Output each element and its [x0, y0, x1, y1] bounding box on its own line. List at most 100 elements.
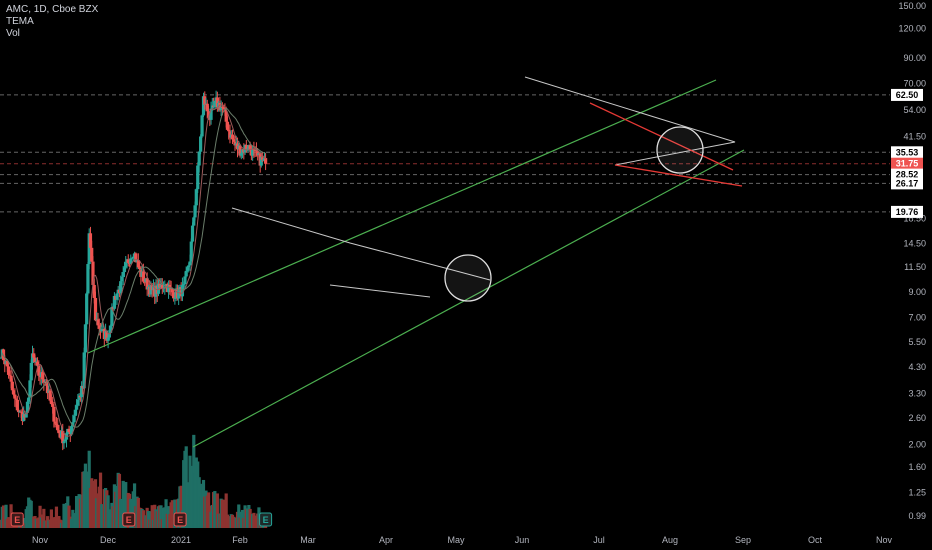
symbol-title[interactable]: AMC, 1D, Cboe BZX — [6, 4, 99, 15]
candle-body — [260, 157, 264, 161]
candle-body — [92, 284, 96, 298]
volume-bar — [75, 496, 79, 528]
candle-body — [193, 205, 197, 218]
candle-body — [106, 337, 110, 341]
earnings-marker — [173, 512, 187, 527]
candle-body — [10, 381, 14, 391]
candle-body — [72, 415, 76, 423]
candle-body — [77, 395, 81, 400]
candle-body — [246, 148, 250, 150]
candle-body — [90, 247, 94, 262]
price-tag — [891, 205, 923, 218]
candle-body — [141, 271, 145, 282]
earnings-marker-label: E — [263, 515, 269, 525]
candle-body — [52, 406, 56, 422]
candle-body — [219, 106, 223, 111]
candle-body — [228, 131, 232, 138]
channel-lower-line — [192, 149, 745, 448]
volume-bar — [257, 507, 261, 528]
volume-bar — [124, 482, 128, 528]
earnings-marker — [122, 512, 136, 527]
candle-body — [25, 401, 30, 413]
candle-body — [24, 412, 28, 418]
candle-body — [37, 365, 41, 376]
candle-body — [215, 97, 219, 108]
candle-body — [29, 362, 33, 381]
candle-body — [134, 253, 138, 263]
price-tag — [891, 88, 923, 101]
highlight-circle-aug — [656, 126, 704, 174]
earnings-marker — [10, 512, 24, 527]
candle-body — [96, 319, 100, 326]
candle-body — [180, 284, 185, 297]
candle-body — [206, 111, 211, 118]
candle-body — [56, 424, 60, 431]
volume-bar — [179, 485, 183, 528]
candle-body — [224, 111, 228, 122]
candle-body — [189, 241, 193, 262]
time-axis-label: Dec — [100, 535, 117, 545]
candle-body — [93, 297, 98, 321]
candle-body — [105, 331, 109, 341]
candle-body — [5, 360, 9, 367]
volume-bar — [54, 506, 59, 528]
price-axis-label: 4.30 — [908, 362, 926, 372]
price-axis-label: 150.00 — [898, 1, 926, 11]
candle-body — [213, 100, 217, 107]
candle-body — [200, 115, 204, 137]
candle-body — [110, 307, 114, 327]
candle-body — [264, 158, 268, 164]
volume-bar — [224, 493, 228, 528]
candle-body — [222, 107, 226, 110]
price-axis-label: 14.50 — [903, 238, 926, 248]
candle-body — [121, 272, 125, 277]
indicator-tema-label[interactable]: TEMA — [6, 16, 34, 27]
candle-body — [54, 423, 59, 425]
candle-body — [76, 399, 80, 406]
time-axis-label: Sep — [735, 535, 751, 545]
candle-body — [86, 264, 90, 294]
candle-body — [223, 109, 227, 112]
candle-body — [126, 259, 130, 263]
candle-body — [15, 399, 19, 411]
candle-body — [80, 385, 84, 398]
candle-body — [32, 353, 36, 358]
candle-body — [97, 325, 101, 329]
volume-bar — [29, 500, 33, 528]
volume-bar — [4, 504, 8, 528]
candle-body — [192, 217, 196, 226]
candle-body — [156, 283, 161, 294]
candle-body — [122, 267, 127, 273]
candle-body — [225, 121, 230, 130]
time-axis-label: 2021 — [171, 535, 191, 545]
price-tag-label: 35.53 — [896, 147, 919, 157]
candle-body — [6, 366, 11, 375]
candle-body — [248, 145, 252, 150]
candle-body — [185, 267, 190, 271]
price-tag-label: 26.17 — [896, 178, 919, 188]
price-axis-label: 7.00 — [908, 312, 926, 322]
candlestick-series — [0, 90, 268, 451]
time-axis[interactable]: Nov Dec 2021 Feb Mar Apr May Jun Jul Aug Sep Oct Nov — [32, 535, 893, 545]
candle-body — [196, 165, 200, 190]
price-axis[interactable]: 150.00 120.00 90.00 70.00 54.00 41.50 18.50 14.… — [898, 1, 926, 521]
candle-body — [230, 134, 235, 140]
candle-body — [63, 439, 67, 442]
price-tag-label: 62.50 — [896, 90, 919, 100]
price-tag-label: 19.76 — [896, 207, 919, 217]
candle-body — [53, 421, 57, 424]
candle-body — [170, 289, 174, 293]
indicator-volume-label[interactable]: Vol — [6, 28, 20, 39]
candle-body — [19, 411, 23, 413]
time-axis-label: Jun — [515, 535, 530, 545]
candle-body — [130, 258, 134, 260]
candle-body — [17, 410, 21, 413]
candle-body — [166, 285, 171, 293]
candle-body — [83, 324, 88, 353]
candle-body — [40, 372, 45, 380]
price-axis-label: 90.00 — [903, 53, 926, 63]
candle-body — [209, 108, 213, 120]
candle-body — [87, 233, 91, 265]
candle-body — [115, 293, 119, 300]
